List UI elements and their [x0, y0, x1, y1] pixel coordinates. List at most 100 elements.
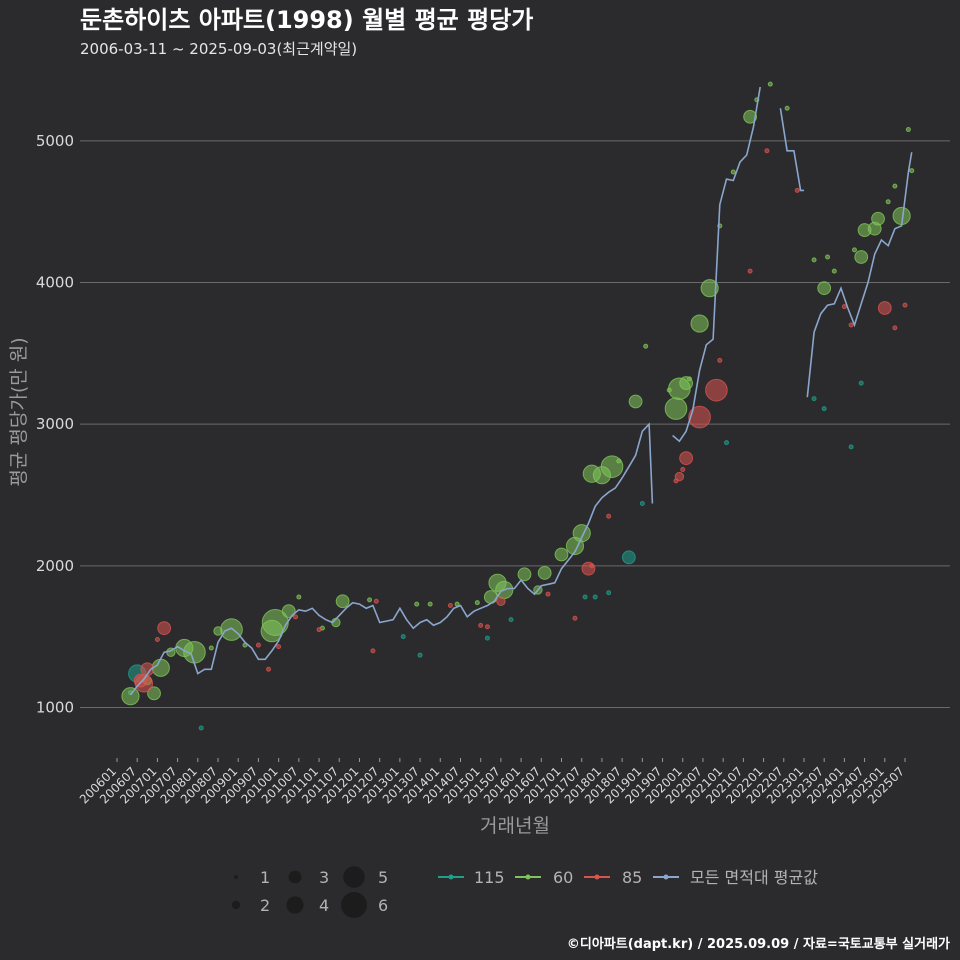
data-point	[266, 666, 272, 672]
data-point	[851, 247, 857, 253]
legend-key-dot	[663, 874, 669, 880]
data-point	[764, 148, 770, 154]
data-point	[582, 594, 588, 600]
size-legend-marker	[341, 892, 367, 918]
data-point	[147, 686, 161, 701]
data-point	[841, 304, 847, 310]
data-point	[688, 405, 711, 429]
data-point	[537, 566, 552, 580]
data-point	[902, 302, 908, 308]
data-point	[554, 547, 569, 562]
data-point	[724, 440, 730, 446]
size-legend-label: 5	[378, 868, 388, 887]
data-point	[370, 648, 376, 654]
data-point	[478, 622, 484, 628]
average-line-segment	[779, 108, 804, 192]
data-point	[417, 652, 423, 658]
chart-subtitle: 2006-03-11 ~ 2025-09-03(최근계약일)	[80, 40, 357, 58]
size-legend-label: 1	[260, 868, 270, 887]
color-legend: 115 60 85 모든 면적대 평균값	[438, 868, 818, 887]
data-point	[825, 254, 831, 260]
data-point	[316, 627, 322, 633]
data-point	[905, 127, 911, 132]
data-point	[705, 378, 728, 402]
data-point	[892, 183, 898, 189]
data-point	[606, 513, 612, 519]
data-point	[220, 618, 243, 641]
data-point	[589, 563, 595, 569]
data-point	[517, 567, 532, 582]
data-point	[848, 322, 854, 328]
legend-label: 모든 면적대 평균값	[690, 868, 818, 887]
data-point	[198, 725, 204, 731]
data-point	[767, 81, 773, 87]
size-legend-label: 2	[260, 896, 270, 915]
size-legend: 1 2 3 4 5 6	[231, 866, 388, 918]
data-point	[821, 406, 827, 412]
data-point	[400, 634, 406, 640]
size-legend-marker	[234, 875, 238, 879]
size-legend-marker	[343, 866, 365, 888]
legend-key-dot	[594, 874, 600, 880]
data-point	[621, 550, 636, 565]
series-85	[133, 148, 908, 693]
data-point	[121, 687, 140, 706]
data-point	[154, 637, 160, 642]
size-legend-label: 3	[319, 868, 329, 887]
data-point	[811, 257, 817, 263]
average-line-segment	[672, 86, 761, 443]
data-point	[447, 603, 453, 608]
legend-label: 60	[553, 868, 573, 887]
data-point	[680, 467, 686, 472]
y-axis-ticks: 1000 2000 3000 4000 5000	[36, 132, 74, 717]
data-point	[794, 187, 800, 193]
data-point	[255, 642, 261, 648]
data-point	[679, 451, 694, 466]
data-point	[639, 501, 645, 506]
data-point	[134, 674, 154, 693]
data-point	[909, 168, 915, 174]
data-point	[484, 624, 490, 630]
data-point	[784, 105, 790, 111]
x-axis-ticks: 2006012006072007012007072008012008072009…	[77, 758, 907, 807]
data-point	[628, 394, 643, 409]
data-point	[686, 376, 692, 382]
data-point	[474, 600, 480, 606]
size-legend-label: 6	[378, 896, 388, 915]
data-point	[606, 590, 612, 596]
data-point	[664, 397, 688, 420]
y-tick-label: 4000	[36, 274, 74, 292]
data-point	[483, 590, 498, 604]
footer-credit: ©디아파트(dapt.kr) / 2025.09.09 / 자료=국토교통부 실…	[567, 936, 950, 952]
data-point	[643, 343, 649, 349]
data-point	[854, 250, 869, 264]
data-point	[335, 594, 350, 609]
data-point	[848, 444, 854, 450]
data-point	[292, 614, 298, 620]
data-point	[885, 199, 891, 205]
data-point	[261, 609, 289, 636]
y-tick-label: 1000	[36, 699, 74, 717]
average-line-segment	[806, 152, 913, 398]
data-point	[877, 301, 892, 315]
y-tick-label: 5000	[36, 132, 74, 150]
y-tick-label: 3000	[36, 415, 74, 433]
data-point	[871, 211, 885, 226]
data-point	[484, 635, 490, 641]
series-115	[127, 380, 864, 731]
data-point	[717, 357, 723, 363]
data-point	[592, 594, 598, 600]
y-tick-label: 2000	[36, 557, 74, 575]
size-legend-label: 4	[319, 896, 329, 915]
data-point	[743, 109, 757, 124]
series-60	[121, 81, 915, 706]
legend-key-dot	[525, 874, 531, 880]
y-axis-title: 평균 평당가(만 원)	[8, 337, 30, 486]
data-point	[892, 325, 898, 331]
data-point	[811, 396, 817, 402]
average-line	[129, 86, 913, 696]
data-point	[367, 597, 373, 603]
size-legend-marker	[288, 870, 302, 884]
data-point	[208, 645, 214, 651]
data-point	[690, 314, 709, 333]
